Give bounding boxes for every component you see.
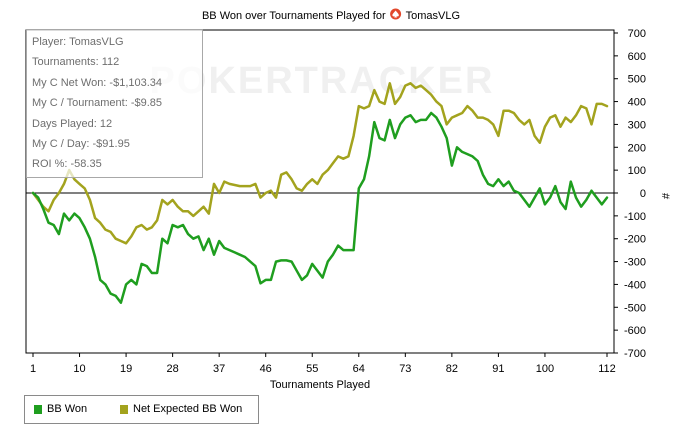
x-tick-label: 19 [120, 363, 132, 375]
x-tick-label: 112 [598, 363, 616, 375]
stat-net-won: My C Net Won: -$1,103.34 [32, 77, 163, 89]
title-player-name: TomasVLG [406, 10, 460, 22]
y-tick-label: 100 [628, 165, 646, 177]
stat-per-day: My C / Day: -$91.95 [32, 138, 130, 150]
player-stats-panel: Player: TomasVLG Tournaments: 112 My C N… [26, 29, 203, 178]
legend-label-expected: Net Expected BB Won [133, 403, 243, 415]
y-tick-label: -100 [624, 211, 646, 223]
y-tick-label: -400 [624, 279, 646, 291]
legend-item-expected[interactable]: Net Expected BB Won [120, 403, 242, 415]
title-text: BB Won over Tournaments Played for [202, 10, 386, 22]
x-tick-label: 55 [306, 363, 318, 375]
y-tick-label: 400 [628, 97, 646, 109]
y-tick-label: 200 [628, 142, 646, 154]
spade-logo-icon [390, 8, 402, 20]
stat-tournaments: Tournaments: 112 [32, 56, 120, 68]
x-tick-label: 1 [30, 363, 36, 375]
x-tick-label: 37 [213, 363, 225, 375]
y-tick-label: 0 [640, 188, 646, 200]
chart-title: BB Won over Tournaments Played for Tomas… [202, 8, 460, 22]
y-tick-label: 500 [628, 74, 646, 86]
chart-legend: BB Won Net Expected BB Won [24, 395, 259, 424]
legend-item-bb-won[interactable]: BB Won [34, 403, 87, 415]
x-tick-label: 91 [492, 363, 504, 375]
y-tick-label: 700 [628, 28, 646, 40]
series-line-net-expected [31, 82, 609, 245]
y-axis-title: # [659, 193, 671, 200]
x-tick-label: 73 [399, 363, 411, 375]
legend-swatch-bb-won [34, 404, 42, 414]
x-tick-label: 64 [353, 363, 365, 375]
y-tick-label: 300 [628, 119, 646, 131]
y-tick-label: -300 [624, 257, 646, 269]
x-tick-label: 28 [166, 363, 178, 375]
x-axis-title: Tournaments Played [270, 379, 370, 391]
stat-days-played: Days Played: 12 [32, 118, 113, 130]
y-tick-label: -500 [624, 302, 646, 314]
stat-player: Player: TomasVLG [32, 36, 124, 48]
x-tick-label: 82 [446, 363, 458, 375]
stat-roi: ROI %: -58.35 [32, 158, 102, 170]
x-tick-label: 46 [260, 363, 272, 375]
legend-label-bb-won: BB Won [47, 403, 88, 415]
plot-area [25, 29, 615, 354]
legend-swatch-expected [120, 404, 128, 414]
stat-per-tournament: My C / Tournament: -$9.85 [32, 97, 163, 109]
pokertracker-watermark: POKERTRACKER [150, 60, 495, 102]
x-tick-label: 100 [536, 363, 554, 375]
y-tick-label: -600 [624, 325, 646, 337]
series-line-bb-won [31, 111, 609, 304]
y-tick-label: -200 [624, 234, 646, 246]
y-tick-label: 600 [628, 51, 646, 63]
y-tick-label: -700 [624, 348, 646, 360]
x-tick-label: 10 [73, 363, 85, 375]
